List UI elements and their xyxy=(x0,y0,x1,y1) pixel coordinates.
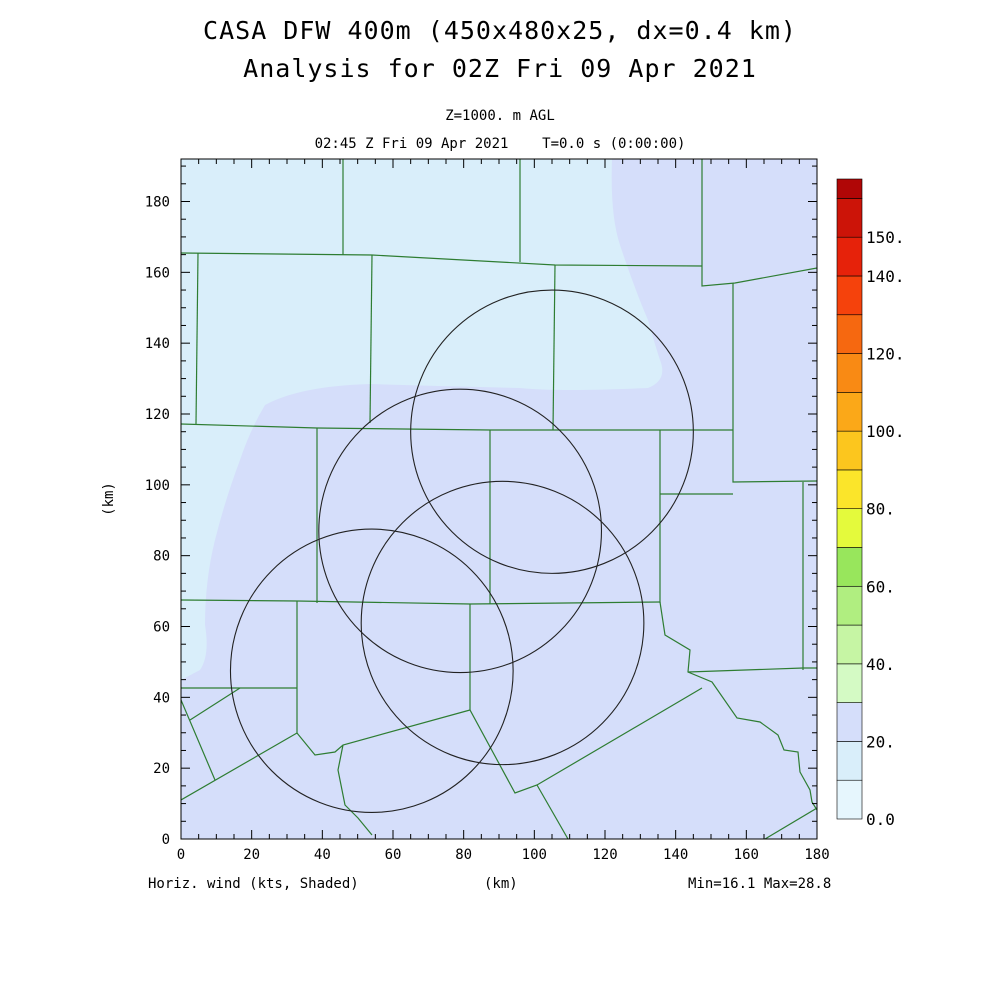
colorbar-segment xyxy=(836,430,863,471)
county-boundary xyxy=(687,667,817,673)
x-tick-label: 0 xyxy=(177,847,185,863)
x-tick-label: 60 xyxy=(385,847,402,863)
colorbar-segment xyxy=(836,392,863,432)
colorbar-segment xyxy=(836,779,863,820)
range-ring-3 xyxy=(360,480,645,766)
y-tick-label: 0 xyxy=(162,832,170,848)
colorbar-segment xyxy=(836,178,863,199)
y-tick-label: 180 xyxy=(145,195,170,211)
colorbar-label: 120. xyxy=(866,345,905,364)
minmax-label: Min=16.1 Max=28.8 xyxy=(688,876,832,892)
x-tick-label: 180 xyxy=(804,847,829,863)
colorbar-label: 80. xyxy=(866,500,895,519)
colorbar-segment xyxy=(836,585,863,626)
county-boundary xyxy=(764,807,817,839)
colorbar-segment xyxy=(836,741,863,781)
chart-title: CASA DFW 400m (450x480x25, dx=0.4 km) xyxy=(203,16,797,45)
y-tick-label: 40 xyxy=(153,690,170,706)
y-tick-label: 100 xyxy=(145,478,170,494)
county-boundary xyxy=(536,784,569,839)
axes: 0 20 40 60 80 100 120 140 160 180 0 20 40 60 80 100 120 1… xyxy=(145,159,830,863)
x-tick-label: 80 xyxy=(455,847,472,863)
colorbar-label: 150. xyxy=(866,228,905,247)
colorbar-segment xyxy=(836,236,863,277)
y-tick-label: 60 xyxy=(153,620,170,636)
x-tick-label: 100 xyxy=(522,847,547,863)
colorbar-label: 40. xyxy=(866,655,895,674)
colorbar-segment xyxy=(836,198,863,238)
x-tick-label: 40 xyxy=(314,847,331,863)
colorbar-segment xyxy=(836,663,863,703)
county-boundary xyxy=(195,252,199,425)
county-boundary xyxy=(189,687,241,721)
county-boundary xyxy=(552,264,556,431)
colorbar-segment xyxy=(836,702,863,742)
y-axis-label: (km) xyxy=(101,482,117,516)
colorbar-segment xyxy=(836,508,863,548)
range-ring-4 xyxy=(410,289,694,574)
colorbar-segment xyxy=(836,624,863,665)
colorbar-label: 140. xyxy=(866,267,905,286)
county-boundary xyxy=(181,599,661,605)
range-ring-1 xyxy=(229,528,514,813)
colorbar-label: 100. xyxy=(866,422,905,441)
colorbar-segment xyxy=(836,469,863,509)
colorbar-segment xyxy=(836,275,863,316)
range-ring-2 xyxy=(318,388,603,674)
county-boundary xyxy=(181,699,216,781)
county-boundary xyxy=(659,601,817,811)
county-boundary xyxy=(369,254,373,424)
colorbar-label: 0.0 xyxy=(866,810,895,829)
county-boundary xyxy=(337,744,373,836)
x-tick-label: 20 xyxy=(243,847,260,863)
colorbar: 0.0 20. 40. 60. 80. 100. 120. 140. 150. xyxy=(836,178,905,829)
y-tick-label: 80 xyxy=(153,549,170,565)
field-shading-low xyxy=(181,159,663,680)
y-tick-label: 160 xyxy=(145,265,170,281)
colorbar-segment xyxy=(836,314,863,354)
time-label: 02:45 Z Fri 09 Apr 2021 T=0.0 s (0:00:00… xyxy=(314,136,686,152)
colorbar-label: 60. xyxy=(866,577,895,596)
x-tick-label: 160 xyxy=(734,847,759,863)
y-tick-label: 140 xyxy=(145,336,170,352)
x-axis-label: (km) xyxy=(484,876,518,892)
x-tick-label: 120 xyxy=(592,847,617,863)
county-boundary xyxy=(732,283,817,483)
chart-subtitle: Analysis for 02Z Fri 09 Apr 2021 xyxy=(243,54,757,83)
x-tick-label: 140 xyxy=(663,847,688,863)
county-boundary xyxy=(181,252,703,267)
county-boundary xyxy=(701,159,817,287)
colorbar-segment xyxy=(836,353,863,393)
colorbar-segment xyxy=(836,547,863,587)
y-tick-label: 120 xyxy=(145,407,170,423)
y-tick-label: 20 xyxy=(153,761,170,777)
plot-area xyxy=(181,159,817,839)
variable-label: Horiz. wind (kts, Shaded) xyxy=(148,876,359,892)
level-label: Z=1000. m AGL xyxy=(445,108,555,124)
colorbar-label: 20. xyxy=(866,732,895,751)
